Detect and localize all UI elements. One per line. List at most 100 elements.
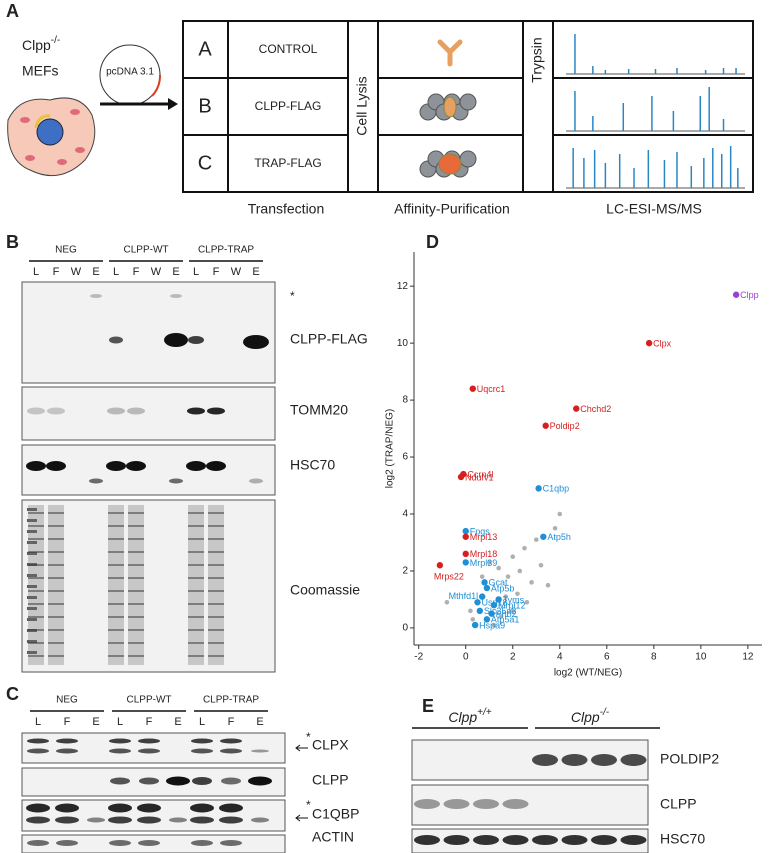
band — [502, 799, 529, 809]
protein-band — [208, 655, 224, 657]
blot-label: Coomassie — [290, 582, 360, 598]
protein-band — [188, 538, 204, 540]
labeled-point — [476, 607, 484, 615]
arrow — [295, 744, 308, 752]
protein-band — [188, 655, 204, 657]
protein-band — [128, 629, 144, 631]
background-point — [538, 562, 544, 568]
background-point — [515, 591, 520, 597]
protein-band — [108, 603, 124, 605]
lane-smear — [28, 505, 44, 665]
protein-band — [188, 525, 204, 527]
labeled-point — [469, 385, 476, 392]
lane-smear — [208, 505, 224, 665]
background-point — [529, 580, 534, 585]
y-tick-label: 2 — [402, 566, 408, 577]
background-point — [517, 568, 523, 574]
cell-type: MEFs — [22, 63, 59, 79]
gene: Clpp — [448, 709, 477, 725]
protein-band — [28, 512, 44, 514]
stage-label: Transfection — [248, 201, 325, 217]
band — [443, 835, 470, 845]
protein-band — [188, 577, 204, 579]
protein-band — [48, 603, 64, 605]
lane-smear — [188, 505, 204, 665]
band — [26, 461, 46, 471]
point-label: Atp5h — [547, 532, 571, 542]
protein-band — [188, 512, 204, 514]
band — [532, 835, 558, 845]
band — [561, 754, 588, 766]
labeled-point — [471, 621, 479, 629]
group-label: CLPP-TRAP — [203, 695, 259, 706]
protein-band — [48, 564, 64, 566]
complex-icon — [459, 93, 477, 111]
band — [55, 816, 79, 824]
band — [187, 407, 205, 415]
lane-label: L — [193, 266, 199, 278]
x-tick-label: 12 — [742, 652, 754, 663]
band — [56, 738, 78, 744]
band — [620, 835, 647, 845]
protein-band — [128, 564, 144, 566]
protein-band — [128, 525, 144, 527]
background-point — [533, 537, 539, 542]
band — [591, 835, 617, 845]
construct-label: CONTROL — [259, 42, 318, 56]
bait-icon — [443, 96, 457, 118]
background-point — [498, 614, 504, 619]
band — [164, 333, 188, 347]
labeled-point — [457, 473, 465, 481]
protein-band — [108, 616, 124, 618]
labeled-point — [490, 601, 498, 609]
band — [169, 817, 187, 823]
band — [190, 816, 214, 824]
blot-label: CLPP — [312, 772, 349, 788]
protein-band — [108, 629, 124, 631]
bait-icon — [437, 39, 463, 67]
background-point — [491, 622, 497, 628]
point-label: Clpp — [740, 290, 759, 300]
workflow-table — [182, 20, 754, 193]
protein-band — [108, 590, 124, 592]
blot — [21, 732, 286, 764]
protein-band — [208, 538, 224, 540]
er-icon — [34, 114, 51, 129]
labeled-point — [474, 599, 481, 606]
cell-label: Clpp-/- — [22, 35, 60, 53]
genotype: -/- — [51, 35, 60, 46]
protein-band — [108, 525, 124, 527]
y-tick-label: 10 — [397, 338, 409, 349]
labeled-point — [645, 339, 653, 347]
lane-label: L — [33, 266, 39, 278]
blot-label: POLDIP2 — [660, 751, 719, 767]
band — [55, 803, 79, 813]
background-point — [510, 554, 516, 560]
point-label: Poldip2 — [550, 421, 580, 431]
band — [206, 461, 226, 471]
x-tick-label: 10 — [695, 652, 707, 663]
background-point — [503, 594, 509, 599]
lane-label: E — [172, 266, 179, 278]
lane-label: F — [146, 716, 153, 728]
ladder-band — [27, 607, 37, 610]
protein-band — [108, 642, 124, 644]
y-tick-label: 4 — [402, 509, 408, 520]
protein-band — [128, 538, 144, 540]
protein-band — [108, 538, 124, 540]
band — [248, 776, 272, 786]
x-tick-label: 8 — [651, 652, 657, 663]
point-label: Slc25a3 — [484, 606, 517, 616]
labeled-point — [481, 579, 488, 586]
band — [27, 748, 49, 754]
stage-label: LC-ESI-MS/MS — [606, 201, 702, 217]
point-label: Tyms — [503, 595, 525, 605]
band — [251, 749, 269, 753]
protein-band — [188, 629, 204, 631]
point-label: Gcat — [489, 578, 509, 588]
protein-band — [128, 655, 144, 657]
band — [169, 478, 183, 484]
background-point — [505, 574, 511, 579]
band — [56, 840, 78, 846]
protein-band — [28, 642, 44, 644]
